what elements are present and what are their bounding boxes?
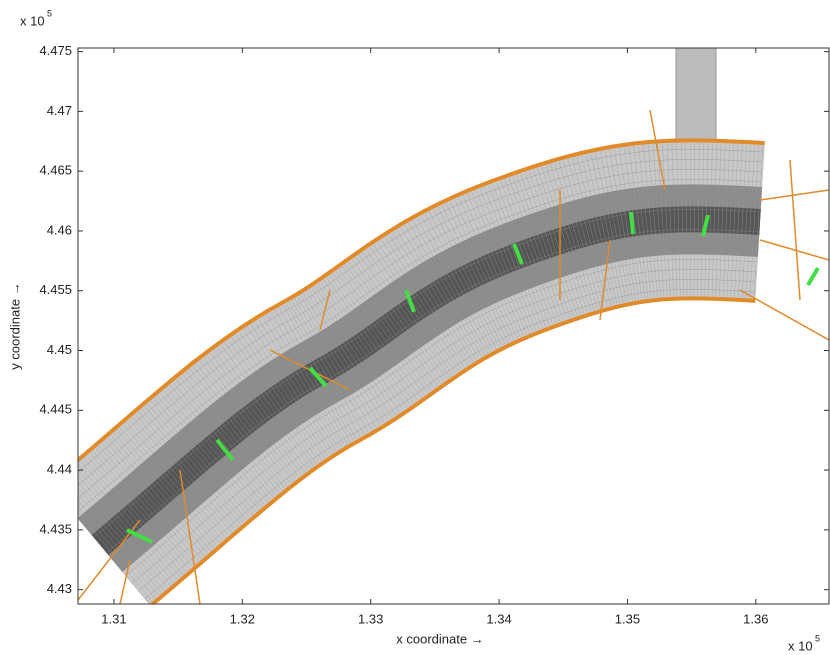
y-tick-label: 4.44 xyxy=(47,462,72,477)
y-tick-label: 4.47 xyxy=(47,103,72,118)
y-axis-label: y coordinate → xyxy=(7,282,22,369)
y-exponent-power: 5 xyxy=(47,8,52,18)
y-tick-label: 4.445 xyxy=(39,402,72,417)
y-tick-label: 4.475 xyxy=(39,43,72,58)
page: {"chart_data": { "type": "mesh", "xlabel… xyxy=(0,0,830,655)
y-tick-label: 4.46 xyxy=(47,222,72,237)
x-tick-label: 1.35 xyxy=(615,611,640,626)
section xyxy=(808,268,818,285)
y-tick-label: 4.465 xyxy=(39,163,72,178)
x-tick-label: 1.33 xyxy=(358,611,383,626)
chart: x coordinate → y coordinate → x 10 5 x 1… xyxy=(0,0,830,655)
x-exponent-base: x 10 xyxy=(788,638,813,653)
mesh-area xyxy=(51,25,829,604)
y-tick-label: 4.45 xyxy=(47,342,72,357)
y-exponent-base: x 10 xyxy=(20,13,45,28)
x-tick-label: 1.31 xyxy=(101,611,126,626)
x-axis-label: x coordinate → xyxy=(396,631,483,646)
y-tick-label: 4.435 xyxy=(39,521,72,536)
y-tick-label: 4.43 xyxy=(47,581,72,596)
section xyxy=(631,212,633,234)
x-exponent-power: 5 xyxy=(815,633,820,643)
x-tick-label: 1.36 xyxy=(743,611,768,626)
x-tick-label: 1.32 xyxy=(230,611,255,626)
y-tick-label: 4.455 xyxy=(39,282,72,297)
x-tick-label: 1.34 xyxy=(486,611,511,626)
